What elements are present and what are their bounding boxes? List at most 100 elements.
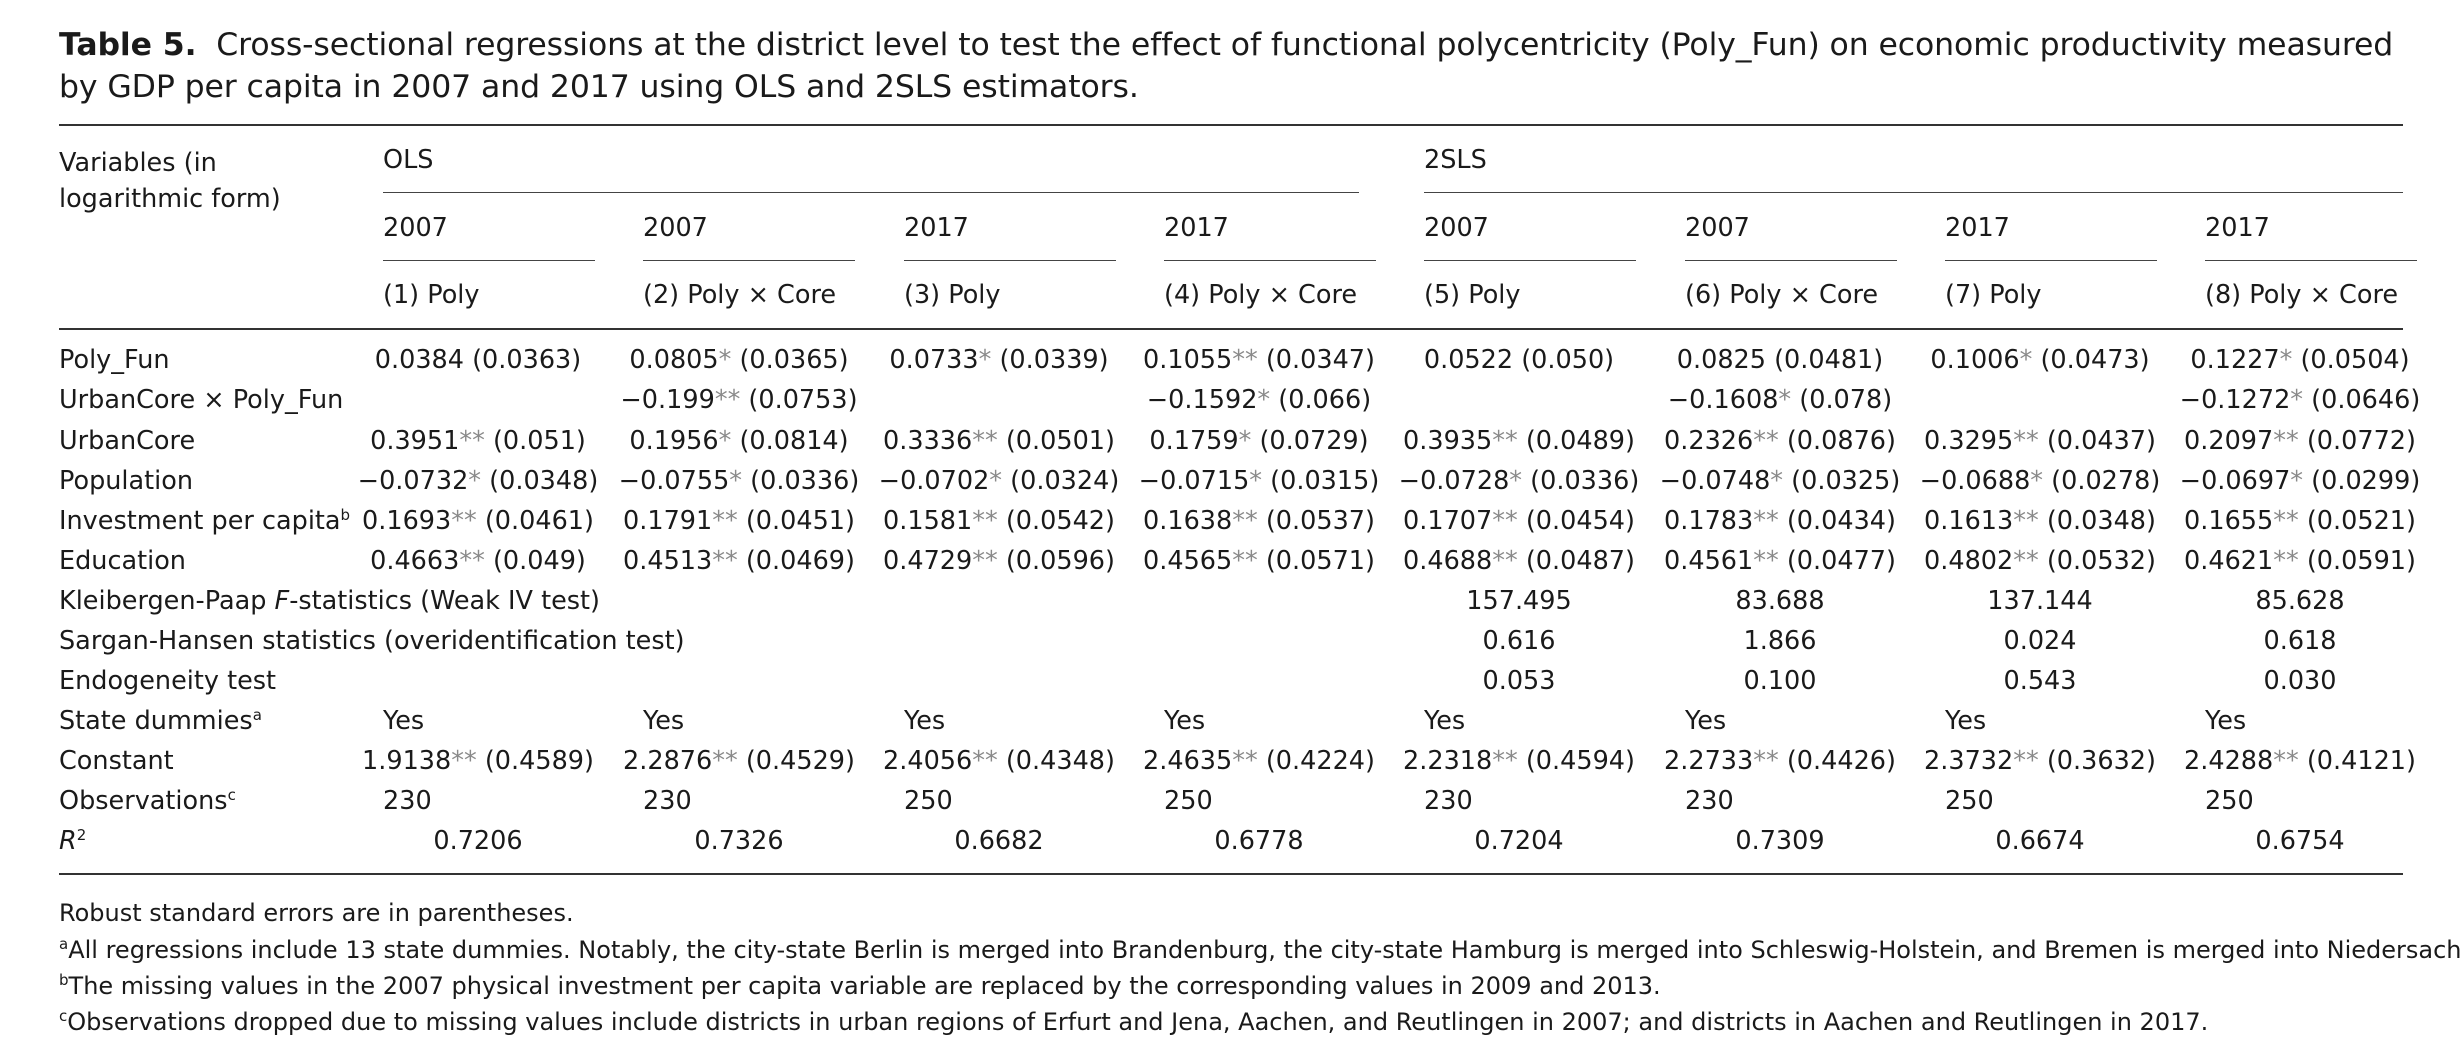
standard-error: (0.0315) (1270, 466, 1380, 496)
model-header: (1) Poly (383, 280, 480, 310)
standard-error: (0.0363) (472, 345, 582, 375)
table-label: Table 5. (59, 27, 197, 63)
coef-cell: 0.1783** (0.0434) (1664, 506, 1896, 536)
significance-stars: * (718, 345, 732, 375)
r-squared-value: 0.6754 (2255, 826, 2345, 856)
standard-error: (0.0325) (1791, 466, 1901, 496)
significance-stars: * (718, 426, 732, 456)
significance-stars: * (729, 466, 743, 496)
standard-error: (0.0591) (2306, 546, 2416, 576)
coef-value: 0.0825 (1676, 345, 1766, 375)
state-dummies-value: Yes (1685, 706, 1727, 736)
year-header: 2017 (1164, 213, 1229, 243)
observations-value: 230 (643, 786, 692, 816)
coef-value: 0.0805 (629, 345, 719, 375)
coef-cell: 2.2318** (0.4594) (1403, 746, 1635, 776)
coef-cell: 0.4663** (0.049) (370, 546, 586, 576)
r-squared-label: R (59, 826, 77, 856)
state-dummies-value: Yes (904, 706, 946, 736)
r-squared-value: 0.6682 (954, 826, 1044, 856)
stat-value: 0.053 (1482, 666, 1556, 696)
significance-stars: ** (972, 506, 998, 536)
stat-value: 0.030 (2263, 666, 2337, 696)
observations-value: 250 (1945, 786, 1994, 816)
significance-stars: * (1257, 385, 1271, 415)
footnote: cObservations dropped due to missing val… (59, 1007, 2208, 1037)
year-header: 2017 (1945, 213, 2010, 243)
year-header: 2007 (643, 213, 708, 243)
significance-stars: ** (1753, 746, 1779, 776)
row-label: Kleibergen-Paap F-statistics (Weak IV te… (59, 586, 600, 616)
standard-error: (0.0299) (2311, 466, 2421, 496)
standard-error: (0.078) (1799, 385, 1893, 415)
significance-stars: * (978, 345, 992, 375)
standard-error: (0.0537) (1265, 506, 1375, 536)
table-caption: Table 5. Cross-sectional regressions at … (59, 24, 2404, 108)
coef-cell: 2.3732** (0.3632) (1924, 746, 2156, 776)
stat-value: 85.628 (2255, 586, 2345, 616)
model-header: (4) Poly × Core (1164, 280, 1358, 310)
significance-stars: ** (712, 746, 738, 776)
header-bottom-rule (59, 328, 2403, 330)
bottom-rule (59, 873, 2403, 875)
coef-value: −0.0702 (878, 466, 990, 496)
spanner-rule (1424, 260, 1636, 261)
significance-stars: * (2290, 466, 2304, 496)
model-header: (7) Poly (1945, 280, 2042, 310)
caption-text: Cross-sectional regressions at the distr… (59, 27, 2394, 105)
significance-stars: ** (2013, 506, 2039, 536)
row-label: UrbanCore (59, 426, 195, 456)
coef-value: 0.1055 (1143, 345, 1233, 375)
standard-error: (0.0481) (1774, 345, 1884, 375)
significance-stars: * (1770, 466, 1784, 496)
model-header: (5) Poly (1424, 280, 1521, 310)
coef-value: −0.199 (620, 385, 715, 415)
standard-error: (0.4589) (484, 746, 594, 776)
coef-value: 0.4663 (370, 546, 460, 576)
significance-stars: * (2290, 385, 2304, 415)
footnote-marker: c (227, 786, 236, 804)
significance-stars: ** (2273, 546, 2299, 576)
footnote-text: The missing values in the 2007 physical … (68, 972, 1661, 1000)
coef-value: 0.0384 (374, 345, 464, 375)
r-squared-value: 0.7206 (433, 826, 523, 856)
coef-value: 0.1783 (1664, 506, 1754, 536)
coef-cell: 0.4802** (0.0532) (1924, 546, 2156, 576)
coef-cell: 0.0733* (0.0339) (889, 345, 1108, 375)
significance-stars: * (2279, 345, 2293, 375)
spanner-rule (1685, 260, 1897, 261)
coef-value: 0.1693 (362, 506, 452, 536)
significance-stars: ** (1492, 506, 1518, 536)
row-label-text: Observations (59, 786, 228, 816)
standard-error: (0.0451) (745, 506, 855, 536)
coef-value: −0.1592 (1146, 385, 1258, 415)
coef-value: 0.3336 (883, 426, 973, 456)
year-header: 2017 (2205, 213, 2270, 243)
state-dummies-value: Yes (1424, 706, 1466, 736)
coef-cell: 0.1791** (0.0451) (623, 506, 855, 536)
standard-error: (0.4594) (1525, 746, 1635, 776)
year-header: 2017 (904, 213, 969, 243)
row-label-italic: F (274, 586, 290, 616)
coef-cell: 0.1707** (0.0454) (1403, 506, 1635, 536)
significance-stars: ** (2013, 746, 2039, 776)
footnote: bThe missing values in the 2007 physical… (59, 971, 1661, 1001)
footnote-marker: c (59, 1007, 68, 1025)
standard-error: (0.0487) (1525, 546, 1635, 576)
significance-stars: ** (459, 546, 485, 576)
variables-header-text: Variables (in logarithmic form) (59, 148, 281, 214)
standard-error: (0.0532) (2046, 546, 2156, 576)
coef-cell: 0.1581** (0.0542) (883, 506, 1115, 536)
coef-cell: 2.4288** (0.4121) (2184, 746, 2416, 776)
coef-value: 2.4635 (1143, 746, 1233, 776)
standard-error: (0.0571) (1265, 546, 1375, 576)
standard-error: (0.0437) (2046, 426, 2156, 456)
coef-cell: 0.4729** (0.0596) (883, 546, 1115, 576)
coef-cell: −0.1592* (0.066) (1147, 385, 1371, 415)
coef-cell: 2.2876** (0.4529) (623, 746, 855, 776)
row-label-text: Sargan-Hansen statistics (overidentifica… (59, 626, 685, 656)
standard-error: (0.0772) (2306, 426, 2416, 456)
standard-error: (0.0646) (2311, 385, 2421, 415)
stat-value: 0.543 (2003, 666, 2077, 696)
significance-stars: ** (2013, 426, 2039, 456)
